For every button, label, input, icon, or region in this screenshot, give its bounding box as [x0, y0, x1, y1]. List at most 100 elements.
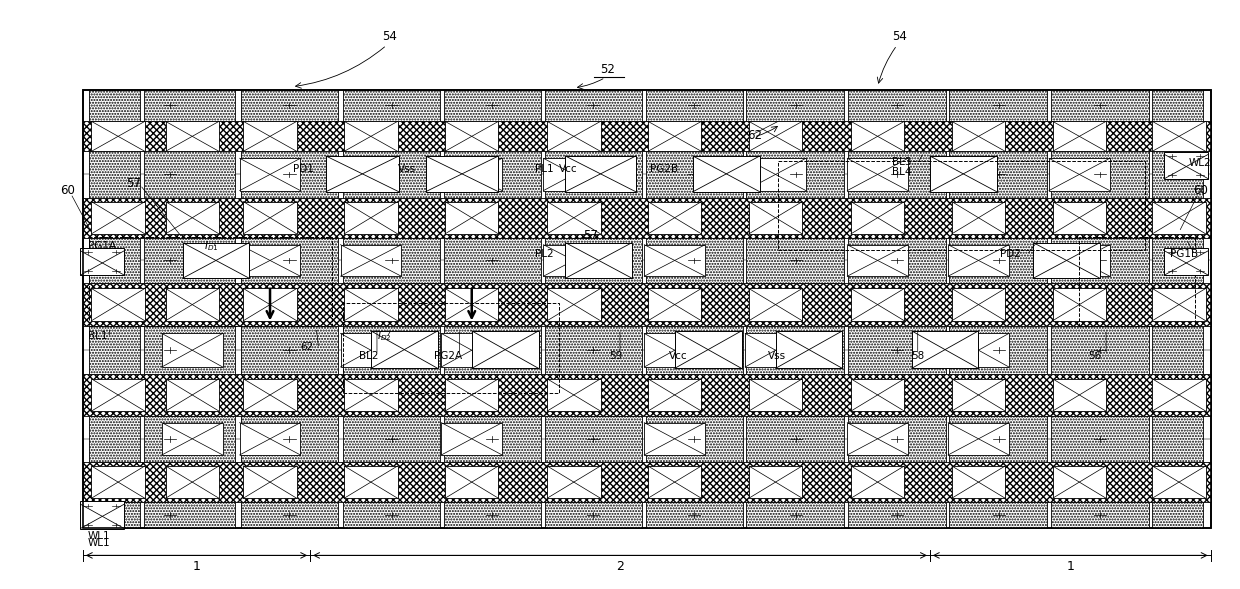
Bar — [746, 502, 843, 528]
Bar — [441, 333, 502, 367]
Bar — [144, 502, 234, 528]
Bar — [847, 158, 908, 191]
Bar — [1052, 502, 1148, 528]
Bar — [749, 289, 802, 321]
Text: PG2A: PG2A — [434, 351, 463, 361]
Text: 60: 60 — [1193, 184, 1208, 197]
Bar — [343, 151, 440, 197]
Bar — [144, 326, 234, 374]
Bar — [83, 90, 1210, 528]
Bar — [144, 238, 234, 283]
Bar — [1052, 151, 1148, 197]
Bar — [1052, 238, 1148, 283]
Bar — [649, 201, 702, 234]
Bar — [445, 466, 498, 498]
Bar — [851, 201, 904, 234]
Bar — [847, 244, 908, 276]
Bar — [1152, 90, 1203, 121]
Bar — [646, 151, 743, 197]
Bar — [1052, 416, 1148, 462]
Text: 62: 62 — [748, 128, 763, 142]
Bar — [445, 121, 498, 151]
Text: BL1: BL1 — [88, 331, 107, 341]
Bar — [243, 289, 296, 321]
Bar — [1152, 379, 1205, 411]
Bar — [848, 326, 946, 374]
Bar — [444, 90, 541, 121]
Bar — [1053, 201, 1106, 234]
Text: Vss: Vss — [769, 351, 786, 361]
Text: PG2B: PG2B — [650, 164, 678, 174]
Bar — [371, 331, 438, 368]
Text: 54: 54 — [382, 31, 397, 44]
Bar — [444, 416, 541, 462]
Bar — [1052, 326, 1148, 374]
Bar — [749, 379, 802, 411]
Text: PD2: PD2 — [1001, 249, 1021, 259]
Text: 2: 2 — [616, 561, 624, 574]
Bar — [565, 156, 636, 192]
Bar — [1152, 416, 1203, 462]
Bar — [83, 462, 1210, 502]
Bar — [89, 502, 140, 528]
Bar — [144, 151, 234, 197]
Bar — [544, 416, 642, 462]
Text: PD1: PD1 — [293, 164, 314, 174]
Bar — [1164, 248, 1208, 275]
Bar — [343, 416, 440, 462]
Bar — [649, 466, 702, 498]
Bar — [746, 326, 843, 374]
Bar — [949, 244, 1009, 276]
Bar — [471, 331, 538, 368]
Bar — [950, 416, 1047, 462]
Bar — [749, 466, 802, 498]
Bar — [444, 502, 541, 528]
Bar — [89, 237, 332, 326]
Bar — [848, 238, 946, 283]
Bar — [81, 501, 124, 528]
Bar — [1049, 244, 1110, 276]
Bar — [241, 151, 339, 197]
Bar — [165, 379, 219, 411]
Text: WL1: WL1 — [88, 538, 110, 548]
Bar — [952, 289, 1006, 321]
Bar — [749, 121, 802, 151]
Bar — [950, 502, 1047, 528]
Bar — [345, 289, 398, 321]
Bar — [851, 121, 904, 151]
Bar — [1033, 243, 1100, 279]
Bar — [83, 197, 1210, 238]
Bar — [1152, 151, 1203, 197]
Text: Vcc: Vcc — [559, 164, 578, 174]
Text: 56: 56 — [1087, 351, 1101, 361]
Bar — [949, 333, 1009, 367]
Bar — [345, 379, 398, 411]
Bar — [1152, 326, 1203, 374]
Bar — [83, 90, 1210, 528]
Text: Vcc: Vcc — [668, 351, 687, 361]
Bar — [1152, 121, 1205, 151]
Bar — [543, 158, 604, 191]
Bar — [544, 90, 642, 121]
Bar — [165, 121, 219, 151]
Bar — [83, 283, 1210, 326]
Bar — [547, 379, 600, 411]
Bar — [243, 379, 296, 411]
Bar — [649, 121, 702, 151]
Bar — [92, 201, 145, 234]
Bar — [239, 244, 300, 276]
Text: 59: 59 — [609, 351, 622, 361]
Bar — [544, 326, 642, 374]
Bar — [343, 303, 559, 393]
Bar — [1053, 289, 1106, 321]
Bar — [343, 502, 440, 528]
Bar — [165, 289, 219, 321]
Text: Vss: Vss — [398, 164, 415, 174]
Bar — [645, 423, 706, 455]
Bar — [544, 151, 642, 197]
Bar — [1152, 466, 1205, 498]
Bar — [343, 238, 440, 283]
Bar — [241, 238, 339, 283]
Bar — [89, 238, 140, 283]
Bar — [444, 238, 541, 283]
